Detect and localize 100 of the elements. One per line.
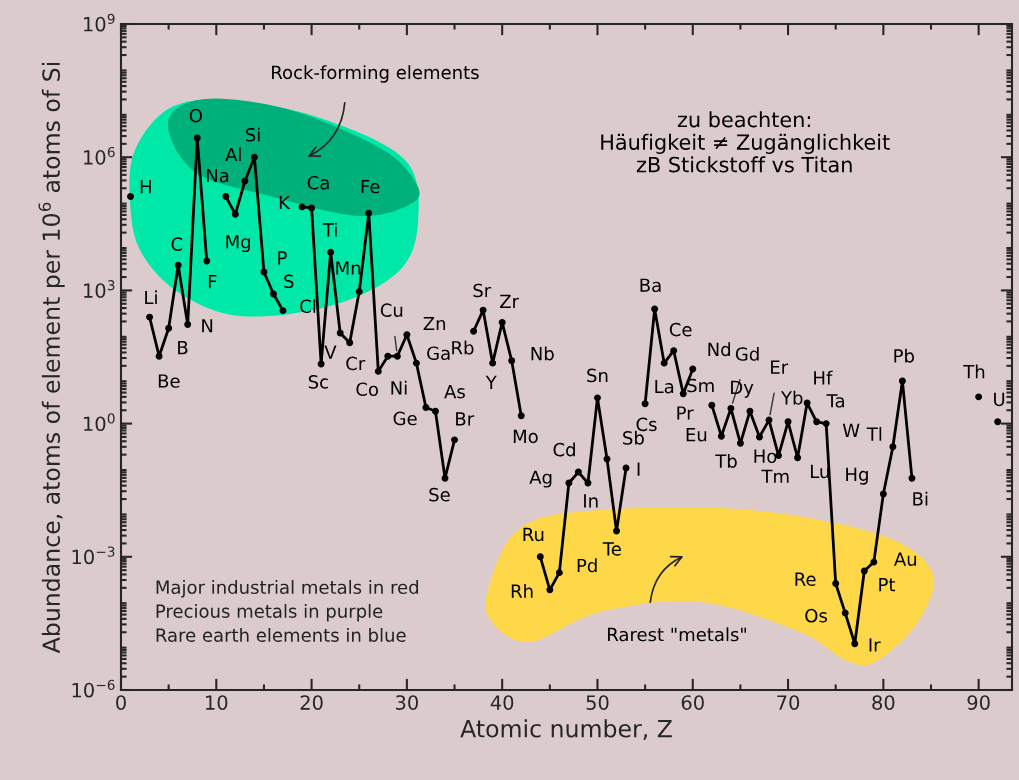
annotation: Pt: [879, 578, 896, 592]
annotation: Ce: [669, 322, 692, 337]
annotation: Cl: [300, 299, 316, 314]
x-tick-label: 50: [586, 695, 609, 710]
annotation: Sn: [587, 368, 608, 383]
annotation: Yb: [780, 390, 803, 405]
annotation: S: [284, 274, 294, 289]
annotation: Hg: [846, 467, 868, 485]
annotation: Mo: [513, 429, 538, 444]
annotation: Sm: [687, 378, 714, 393]
annotation: Se: [429, 487, 450, 502]
annotation: Si: [245, 127, 260, 142]
annotation: Rarest "metals": [608, 627, 746, 642]
annotation: Sr: [473, 283, 492, 298]
x-axis-title: Atomic number, Z: [460, 719, 672, 740]
annotation: Ba: [640, 278, 661, 293]
y-axis-title: Abundance, atoms of element per 10$^{6}$ atoms of Si: [38, 62, 65, 654]
y-tick-label: 10$^{−3}$: [72, 546, 115, 565]
x-tick-label: 90: [967, 695, 990, 710]
annotation: Rb: [452, 340, 474, 355]
annotation: C: [171, 237, 183, 251]
annotation: Nd: [708, 342, 730, 357]
annotation: Sb: [623, 430, 644, 445]
annotation: Ta: [826, 394, 845, 408]
annotation: Tb: [715, 454, 737, 468]
annotation: As: [444, 384, 465, 399]
y-tick-label: 10$^{3}$: [84, 280, 115, 298]
annotation: O: [189, 108, 202, 123]
annotation: Ge: [393, 411, 417, 426]
annotation: Os: [805, 608, 827, 623]
annotation: Pd: [577, 558, 597, 573]
x-tick-label: 70: [777, 695, 800, 710]
annotation: Eu: [686, 428, 707, 442]
annotation: Be: [158, 374, 180, 388]
annotation: Ga: [427, 346, 450, 361]
y-tick-label: 10$^{0}$: [84, 413, 115, 432]
annotation: Te: [602, 542, 621, 556]
annotation: Na: [206, 168, 229, 183]
annotation: Rh: [511, 583, 533, 598]
annotation: Tm: [761, 469, 789, 483]
annotation: W: [842, 423, 860, 437]
annotation: Pb: [894, 348, 914, 363]
annotation: Major industrial metals in red: [156, 580, 418, 598]
x-tick-label: 80: [872, 695, 895, 710]
annotation: Precious metals in purple: [156, 604, 383, 622]
annotation: Cr: [346, 356, 366, 371]
x-tick-label: 10: [206, 695, 228, 710]
annotation: Er: [771, 360, 789, 374]
annotation: Co: [356, 382, 379, 397]
annotation: Pr: [677, 406, 694, 420]
y-tick-label: 10$^{9}$: [84, 13, 115, 32]
annotation: Th: [963, 364, 985, 379]
annotation: Ho: [754, 449, 777, 464]
y-tick-label: 10$^{−6}$: [72, 679, 115, 698]
annotation: U: [994, 392, 1005, 407]
annotation: K: [279, 195, 291, 210]
annotation: F: [208, 275, 217, 289]
annotation: Ca: [307, 175, 329, 190]
annotation: Rare earth elements in blue: [156, 627, 406, 642]
y-tick-label: 10$^{6}$: [84, 146, 115, 165]
annotation: Cs: [636, 417, 657, 432]
x-tick-label: 60: [681, 695, 704, 710]
annotation: I: [637, 462, 640, 476]
annotation: Bi: [913, 491, 928, 506]
annotation: zu beachten: Häufigkeit ≠ Zugänglichkeit zB Stickstoff vs Titan: [601, 111, 890, 173]
annotation: Ru: [523, 527, 544, 542]
annotation: Nb: [531, 346, 554, 361]
annotation: B: [178, 340, 188, 355]
annotation: Zr: [500, 294, 520, 308]
annotation: Re: [795, 572, 816, 586]
annotation: P: [278, 251, 287, 265]
annotation: Ag: [529, 470, 552, 488]
annotation: Al: [225, 147, 241, 162]
annotation: Cu: [380, 303, 403, 317]
annotation: Tl: [866, 426, 882, 441]
x-tick-label: 40: [490, 695, 514, 710]
x-tick-label: 0: [116, 695, 126, 710]
annotation: N: [202, 319, 213, 333]
x-tick-label: 30: [395, 695, 418, 710]
annotation: Hf: [814, 370, 833, 385]
annotation: Fe: [361, 179, 380, 194]
annotation: Gd: [735, 346, 759, 361]
annotation: Rock-forming elements: [272, 65, 479, 83]
annotation: Br: [456, 412, 475, 426]
annotation: Ni: [391, 380, 407, 395]
annotation: Zn: [423, 316, 446, 331]
annotation: Li: [145, 290, 157, 305]
annotation: Mg: [226, 235, 251, 253]
annotation: Y: [485, 375, 497, 389]
annotation: Sc: [308, 375, 328, 389]
annotation: In: [584, 494, 598, 508]
x-tick-label: 20: [300, 695, 323, 710]
annotation: Ti: [322, 222, 337, 237]
annotation: Ir: [869, 638, 881, 652]
annotation: Mn: [336, 261, 361, 275]
annotation: La: [655, 379, 674, 394]
annotation: H: [140, 180, 151, 194]
annotation: Au: [894, 552, 917, 566]
annotation: V: [324, 345, 337, 359]
annotation: Cd: [553, 442, 575, 457]
